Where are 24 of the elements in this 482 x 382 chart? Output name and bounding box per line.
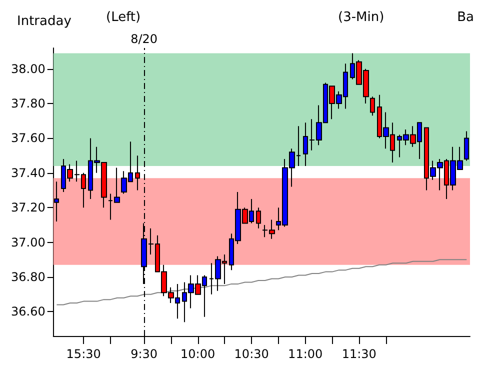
x-tick-label: 10:00 [180,347,216,361]
y-tick-label: 37.80 [10,96,46,111]
y-tick-label: 37.40 [10,166,46,180]
chart-title: Intraday [17,14,72,29]
x-tick-label: 9:30 [130,347,158,361]
candlestick [370,96,375,116]
text: (Left) [106,10,141,25]
y-tick-label: 36.60 [10,304,46,319]
y-tick-label: 36.80 [10,270,46,284]
y-tick-label: 37.60 [10,131,46,146]
y-tick-label: 37.00 [10,235,46,250]
x-tick-label: 11:30 [342,347,376,361]
y-tick-label: 37.20 [10,200,46,215]
text: (3-Min) [338,10,384,25]
candlestick [464,130,469,162]
text: Ba [457,10,474,25]
candlestick [256,207,261,229]
x-tick-label: 11:00 [288,347,323,361]
x-tick-label: 15:30 [66,347,101,361]
x-tick-label: 10:30 [234,347,269,361]
y-tick-label: 38.00 [10,62,46,76]
ref-line-label: 8/20 [130,32,158,46]
line-series [56,259,468,306]
candlestick [135,155,140,191]
